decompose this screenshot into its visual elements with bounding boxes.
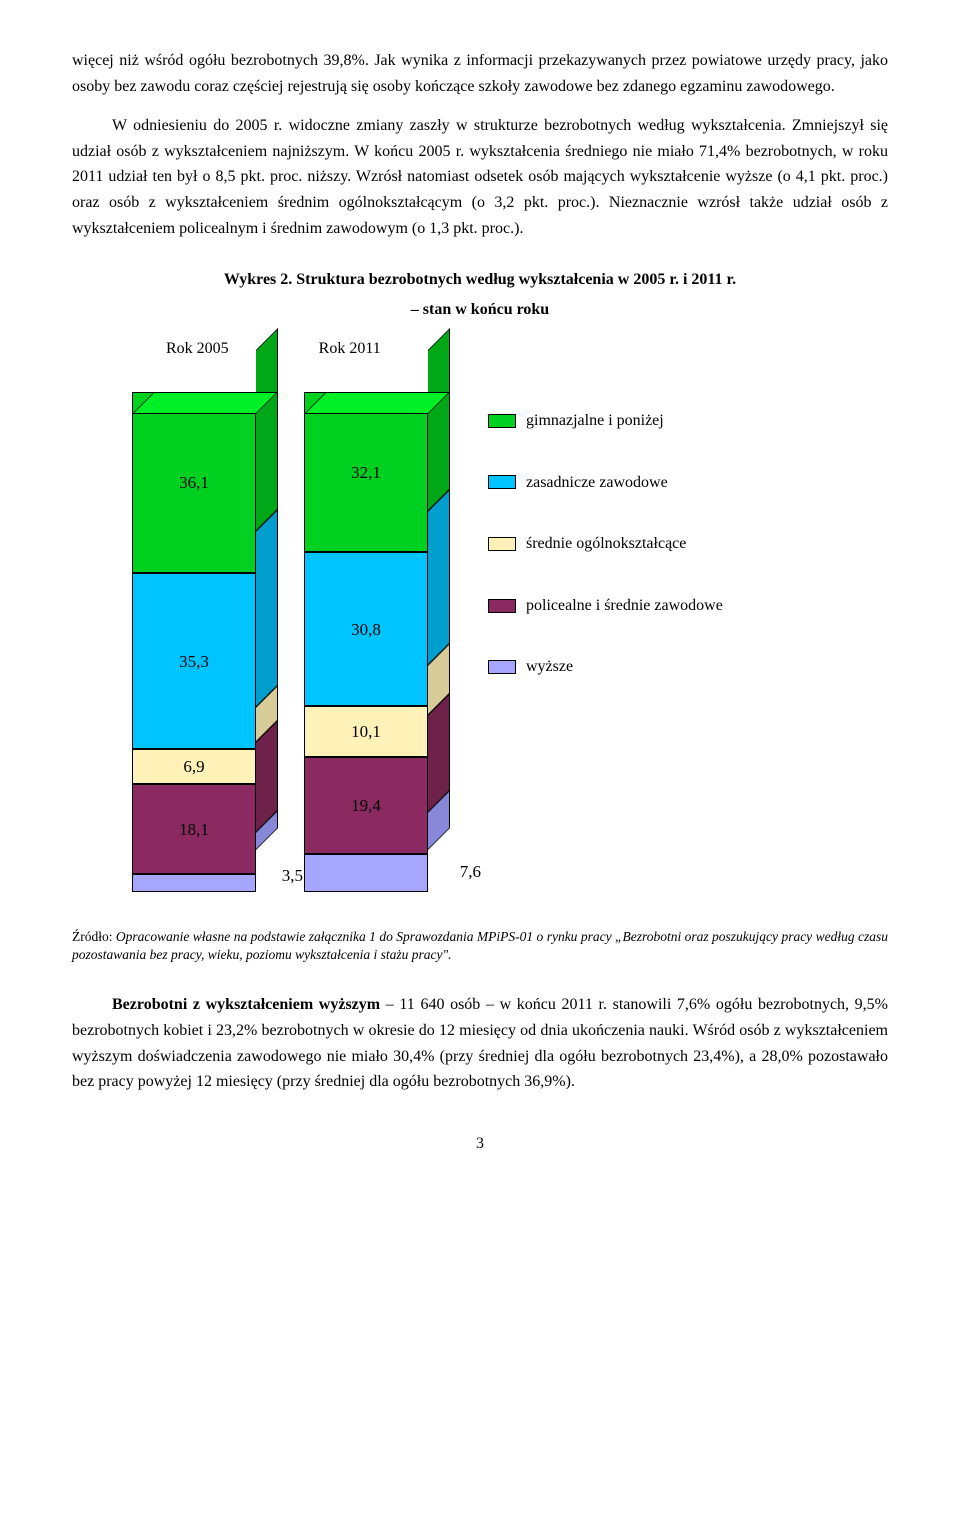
legend-swatch [488, 475, 516, 489]
legend-swatch [488, 599, 516, 613]
legend-swatch [488, 660, 516, 674]
bar-2005: 36,135,36,918,13,5 [132, 372, 256, 892]
legend-row-srednie_og: średnie ogólnokształcące [488, 531, 723, 557]
bar-segment-zasadnicze: 30,8 [304, 552, 428, 706]
bar-segment-zasadnicze: 35,3 [132, 573, 256, 750]
bar-segment-policealne: 18,1 [132, 784, 256, 875]
paragraph-1: więcej niż wśród ogółu bezrobotnych 39,8… [72, 48, 888, 99]
year-label-2011: Rok 2011 [319, 336, 381, 362]
legend-swatch [488, 414, 516, 428]
legend-label: gimnazjalne i poniżej [526, 408, 664, 434]
legend-row-gimnazjalne: gimnazjalne i poniżej [488, 408, 723, 434]
legend-label: wyższe [526, 654, 573, 680]
bar-segment-gimnazjalne: 32,1 [304, 392, 428, 553]
source-lead: Źródło: [72, 929, 116, 944]
legend-label: zasadnicze zawodowe [526, 470, 668, 496]
bar-segment-wyzsze: 3,5 [132, 874, 256, 892]
legend-row-wyzsze: wyższe [488, 654, 723, 680]
chart-title: Wykres 2. Struktura bezrobotnych według … [72, 267, 888, 293]
chart-source: Źródło: Opracowanie własne na podstawie … [72, 928, 888, 964]
bar-segment-srednie_og: 6,9 [132, 749, 256, 784]
bar-2011: 32,130,810,119,47,6 [304, 372, 428, 892]
legend-row-zasadnicze: zasadnicze zawodowe [488, 470, 723, 496]
bar-segment-gimnazjalne: 36,1 [132, 392, 256, 573]
paragraph-2: W odniesieniu do 2005 r. widoczne zmiany… [72, 113, 888, 241]
source-text: Opracowanie własne na podstawie załączni… [72, 929, 888, 962]
bar-segment-policealne: 19,4 [304, 757, 428, 854]
chart: 36,135,36,918,13,5 32,130,810,119,47,6 g… [72, 372, 888, 892]
legend-swatch [488, 537, 516, 551]
legend-label: policealne i średnie zawodowe [526, 593, 723, 619]
chart-legend: gimnazjalne i poniżej zasadnicze zawodowe… [488, 408, 723, 680]
bar-segment-wyzsze: 7,6 [304, 854, 428, 892]
year-label-2005: Rok 2005 [166, 336, 229, 362]
chart-bars: 36,135,36,918,13,5 32,130,810,119,47,6 [132, 372, 428, 892]
page-number: 3 [72, 1131, 888, 1157]
bar-segment-srednie_og: 10,1 [304, 706, 428, 757]
legend-row-policealne: policealne i średnie zawodowe [488, 593, 723, 619]
chart-subtitle: – stan w końcu roku [72, 297, 888, 323]
paragraph-3-bold: Bezrobotni z wykształceniem wyższym [112, 996, 380, 1013]
paragraph-3: Bezrobotni z wykształceniem wyższym – 11… [72, 992, 888, 1094]
legend-label: średnie ogólnokształcące [526, 531, 686, 557]
